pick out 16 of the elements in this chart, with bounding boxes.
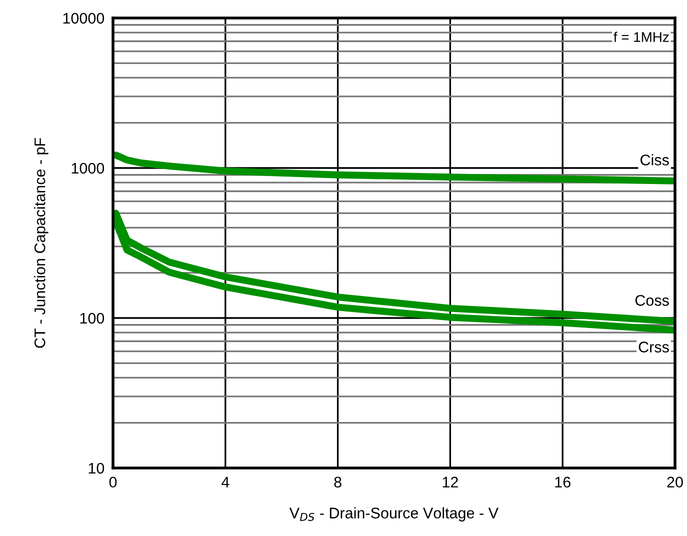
x-tick-label: 12 <box>442 476 458 488</box>
y-tick-label: 10 <box>88 462 104 474</box>
y-tick-label: 1000 <box>72 162 104 174</box>
series-label: Ciss <box>640 154 669 166</box>
x-tick-label: 16 <box>555 476 570 488</box>
annotation: f = 1MHz <box>614 32 669 42</box>
y-tick-label: 10000 <box>63 12 104 24</box>
x-tick-label: 4 <box>222 476 230 488</box>
series-label: Crss <box>638 342 669 352</box>
x-tick-label: 0 <box>109 476 117 488</box>
x-tick-label: 8 <box>334 476 342 488</box>
y-axis-title: CT - Junction Capacitance - pF <box>34 138 48 348</box>
series-label: Coss <box>635 295 669 306</box>
x-tick-label: 20 <box>667 476 683 488</box>
x-axis-title: V$_{DS}$ - Drain-Source Voltage - V <box>289 507 498 522</box>
y-tick-label: 100 <box>80 312 104 324</box>
